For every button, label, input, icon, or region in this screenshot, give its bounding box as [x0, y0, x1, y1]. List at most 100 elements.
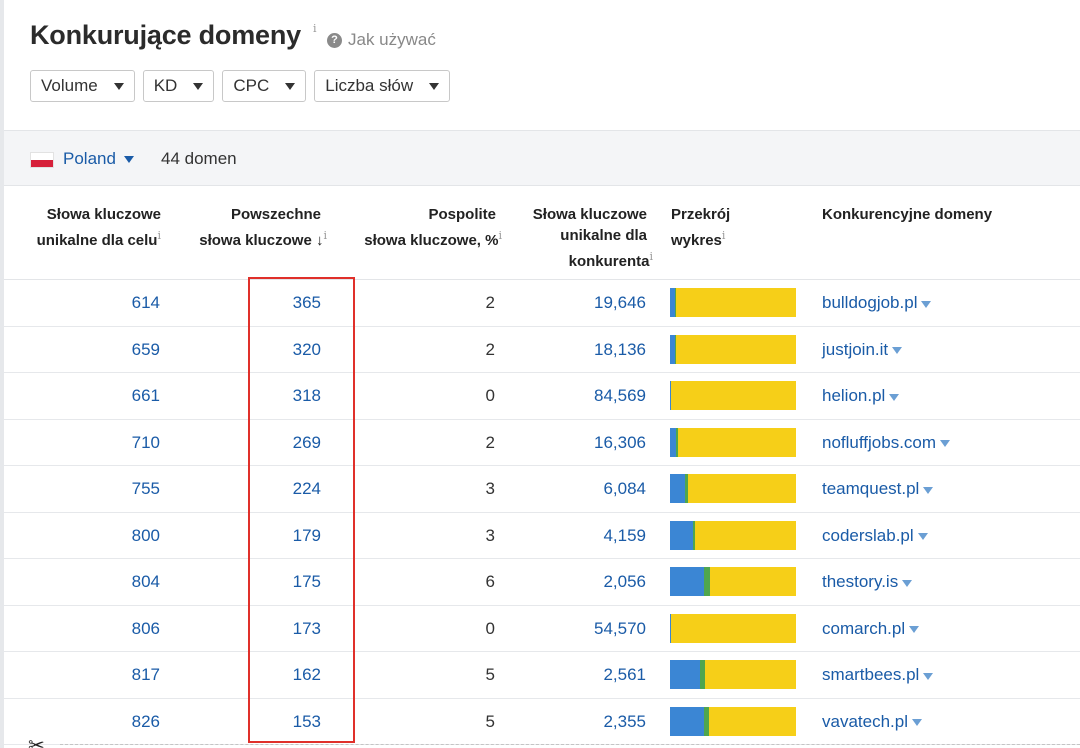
- unique-target-link[interactable]: 614: [131, 293, 160, 312]
- domain-name: justjoin.it: [822, 339, 889, 359]
- info-icon[interactable]: i: [649, 250, 653, 263]
- country-selector[interactable]: Poland: [63, 149, 116, 168]
- competitor-domain-link[interactable]: justjoin.it: [822, 327, 903, 373]
- bar-segment-common: [676, 427, 678, 457]
- bar-segment-competitor: [687, 474, 796, 503]
- unique-target-link[interactable]: 800: [131, 525, 160, 545]
- bar-segment-target: [670, 427, 677, 457]
- column-header-common-percent[interactable]: Pospolite słowa kluczowe, %i: [364, 204, 502, 251]
- header-divider: [4, 279, 1080, 280]
- unique-competitor-link[interactable]: 2,056: [603, 572, 646, 591]
- chevron-down-icon[interactable]: [917, 533, 928, 540]
- chevron-down-icon[interactable]: [923, 486, 934, 494]
- sort-down-icon[interactable]: ↓: [315, 232, 324, 249]
- filter-cpc-dropdown[interactable]: CPC: [222, 70, 307, 102]
- common-keywords-link[interactable]: 173: [292, 618, 321, 638]
- bar-segment-target: [670, 706, 705, 736]
- overlap-bar: [670, 706, 796, 736]
- column-header-chart: Przekrój wykresi: [671, 204, 730, 251]
- overlap-bar: [670, 520, 796, 550]
- filter-kd-dropdown[interactable]: KD: [142, 70, 215, 102]
- title-info-icon[interactable]: i: [313, 22, 317, 35]
- overlap-bar: [670, 334, 796, 364]
- unique-competitor-link[interactable]: 54,570: [594, 618, 646, 638]
- competitor-domain-link[interactable]: helion.pl: [822, 373, 900, 419]
- competitor-domain-link[interactable]: teamquest.pl: [822, 466, 934, 512]
- unique-competitor-link[interactable]: 4,159: [603, 525, 646, 545]
- help-label: Jak używać: [348, 30, 436, 49]
- domain-name: helion.pl: [822, 386, 886, 405]
- filter-volume-dropdown[interactable]: Volume: [30, 70, 135, 102]
- unique-target-link[interactable]: 710: [131, 432, 160, 452]
- chevron-down-icon[interactable]: [923, 672, 934, 680]
- common-keywords-link[interactable]: 365: [292, 293, 321, 312]
- common-keywords-link[interactable]: 179: [292, 525, 321, 545]
- domain-name: comarch.pl: [822, 618, 906, 638]
- chevron-down-icon[interactable]: [921, 300, 932, 308]
- column-header-unique-target[interactable]: Słowa kluczowe unikalne dla celui: [37, 204, 161, 251]
- unique-competitor-link[interactable]: 2,355: [603, 711, 646, 731]
- filter-label: Liczba słów: [325, 76, 414, 95]
- common-percent-value: 3: [485, 479, 495, 498]
- unique-competitor-link[interactable]: 19,646: [594, 293, 646, 312]
- unique-target-link[interactable]: 817: [131, 665, 160, 684]
- info-icon[interactable]: i: [498, 229, 502, 242]
- chevron-down-icon[interactable]: [912, 719, 922, 726]
- unique-target-link[interactable]: 804: [131, 572, 160, 591]
- unique-competitor-link[interactable]: 6,084: [603, 479, 646, 498]
- unique-competitor-link[interactable]: 84,569: [594, 386, 646, 405]
- country-bar: Poland 44 domen: [4, 130, 1080, 186]
- common-percent-value: 0: [485, 386, 495, 405]
- competitor-domain-link[interactable]: bulldogjob.pl: [822, 280, 932, 326]
- bar-segment-target: [670, 334, 676, 364]
- header-line: Przekrój: [671, 206, 731, 223]
- filter-label: CPC: [233, 76, 270, 95]
- competitor-domain-link[interactable]: nofluffjobs.com: [822, 420, 951, 466]
- common-keywords-link[interactable]: 224: [292, 479, 321, 498]
- chevron-down-icon[interactable]: [909, 626, 920, 633]
- common-keywords-link[interactable]: 320: [292, 339, 321, 359]
- unique-competitor-link[interactable]: 2,561: [603, 665, 646, 684]
- unique-target-link[interactable]: 826: [131, 711, 160, 731]
- unique-competitor-link[interactable]: 18,136: [594, 339, 646, 359]
- unique-target-link[interactable]: 661: [131, 386, 160, 405]
- domain-name: teamquest.pl: [822, 479, 920, 498]
- chevron-down-icon[interactable]: [902, 579, 913, 587]
- chevron-down-icon[interactable]: [889, 393, 900, 401]
- chevron-down-icon[interactable]: [940, 440, 951, 447]
- common-keywords-link[interactable]: 318: [292, 386, 321, 405]
- bar-segment-common: [692, 520, 696, 550]
- competitor-domain-link[interactable]: comarch.pl: [822, 606, 920, 652]
- info-icon[interactable]: i: [721, 229, 726, 242]
- competitor-domain-link[interactable]: coderslab.pl: [822, 513, 928, 559]
- chevron-down-icon: [285, 82, 296, 90]
- competitor-domain-link[interactable]: thestory.is: [822, 559, 913, 605]
- column-header-common-keywords[interactable]: Powszechne słowa kluczowe ↓i: [199, 204, 327, 251]
- competitor-domain-link[interactable]: vavatech.pl: [822, 699, 922, 745]
- competitor-domain-link[interactable]: smartbees.pl: [822, 652, 934, 698]
- header-line: Pospolite: [428, 206, 496, 223]
- info-icon[interactable]: i: [157, 229, 161, 242]
- bar-segment-competitor: [676, 288, 796, 317]
- bar-segment-target: [670, 381, 672, 410]
- bar-segment-competitor: [695, 520, 796, 550]
- unique-competitor-link[interactable]: 16,306: [594, 432, 646, 452]
- chevron-down-icon[interactable]: [124, 156, 134, 163]
- common-keywords-link[interactable]: 269: [292, 432, 321, 452]
- column-header-unique-competitor[interactable]: Słowa kluczowe unikalne dla konkurentai: [533, 204, 653, 272]
- common-keywords-link[interactable]: 153: [292, 711, 321, 731]
- table-row: 659 320 2 18,136 justjoin.it: [4, 327, 1080, 373]
- unique-target-link[interactable]: 755: [131, 479, 160, 498]
- header-line: konkurenta: [568, 253, 650, 270]
- chevron-down-icon[interactable]: [892, 347, 903, 354]
- bar-segment-competitor: [676, 334, 796, 364]
- domain-count: 44 domen: [161, 149, 237, 168]
- info-icon[interactable]: i: [323, 229, 327, 242]
- common-keywords-link[interactable]: 175: [292, 572, 321, 591]
- unique-target-link[interactable]: 806: [131, 618, 160, 638]
- unique-target-link[interactable]: 659: [131, 339, 160, 359]
- common-percent-value: 6: [485, 572, 495, 591]
- help-link[interactable]: ? Jak używać: [327, 30, 436, 50]
- filter-word-count-dropdown[interactable]: Liczba słów: [314, 70, 451, 102]
- common-keywords-link[interactable]: 162: [292, 665, 321, 684]
